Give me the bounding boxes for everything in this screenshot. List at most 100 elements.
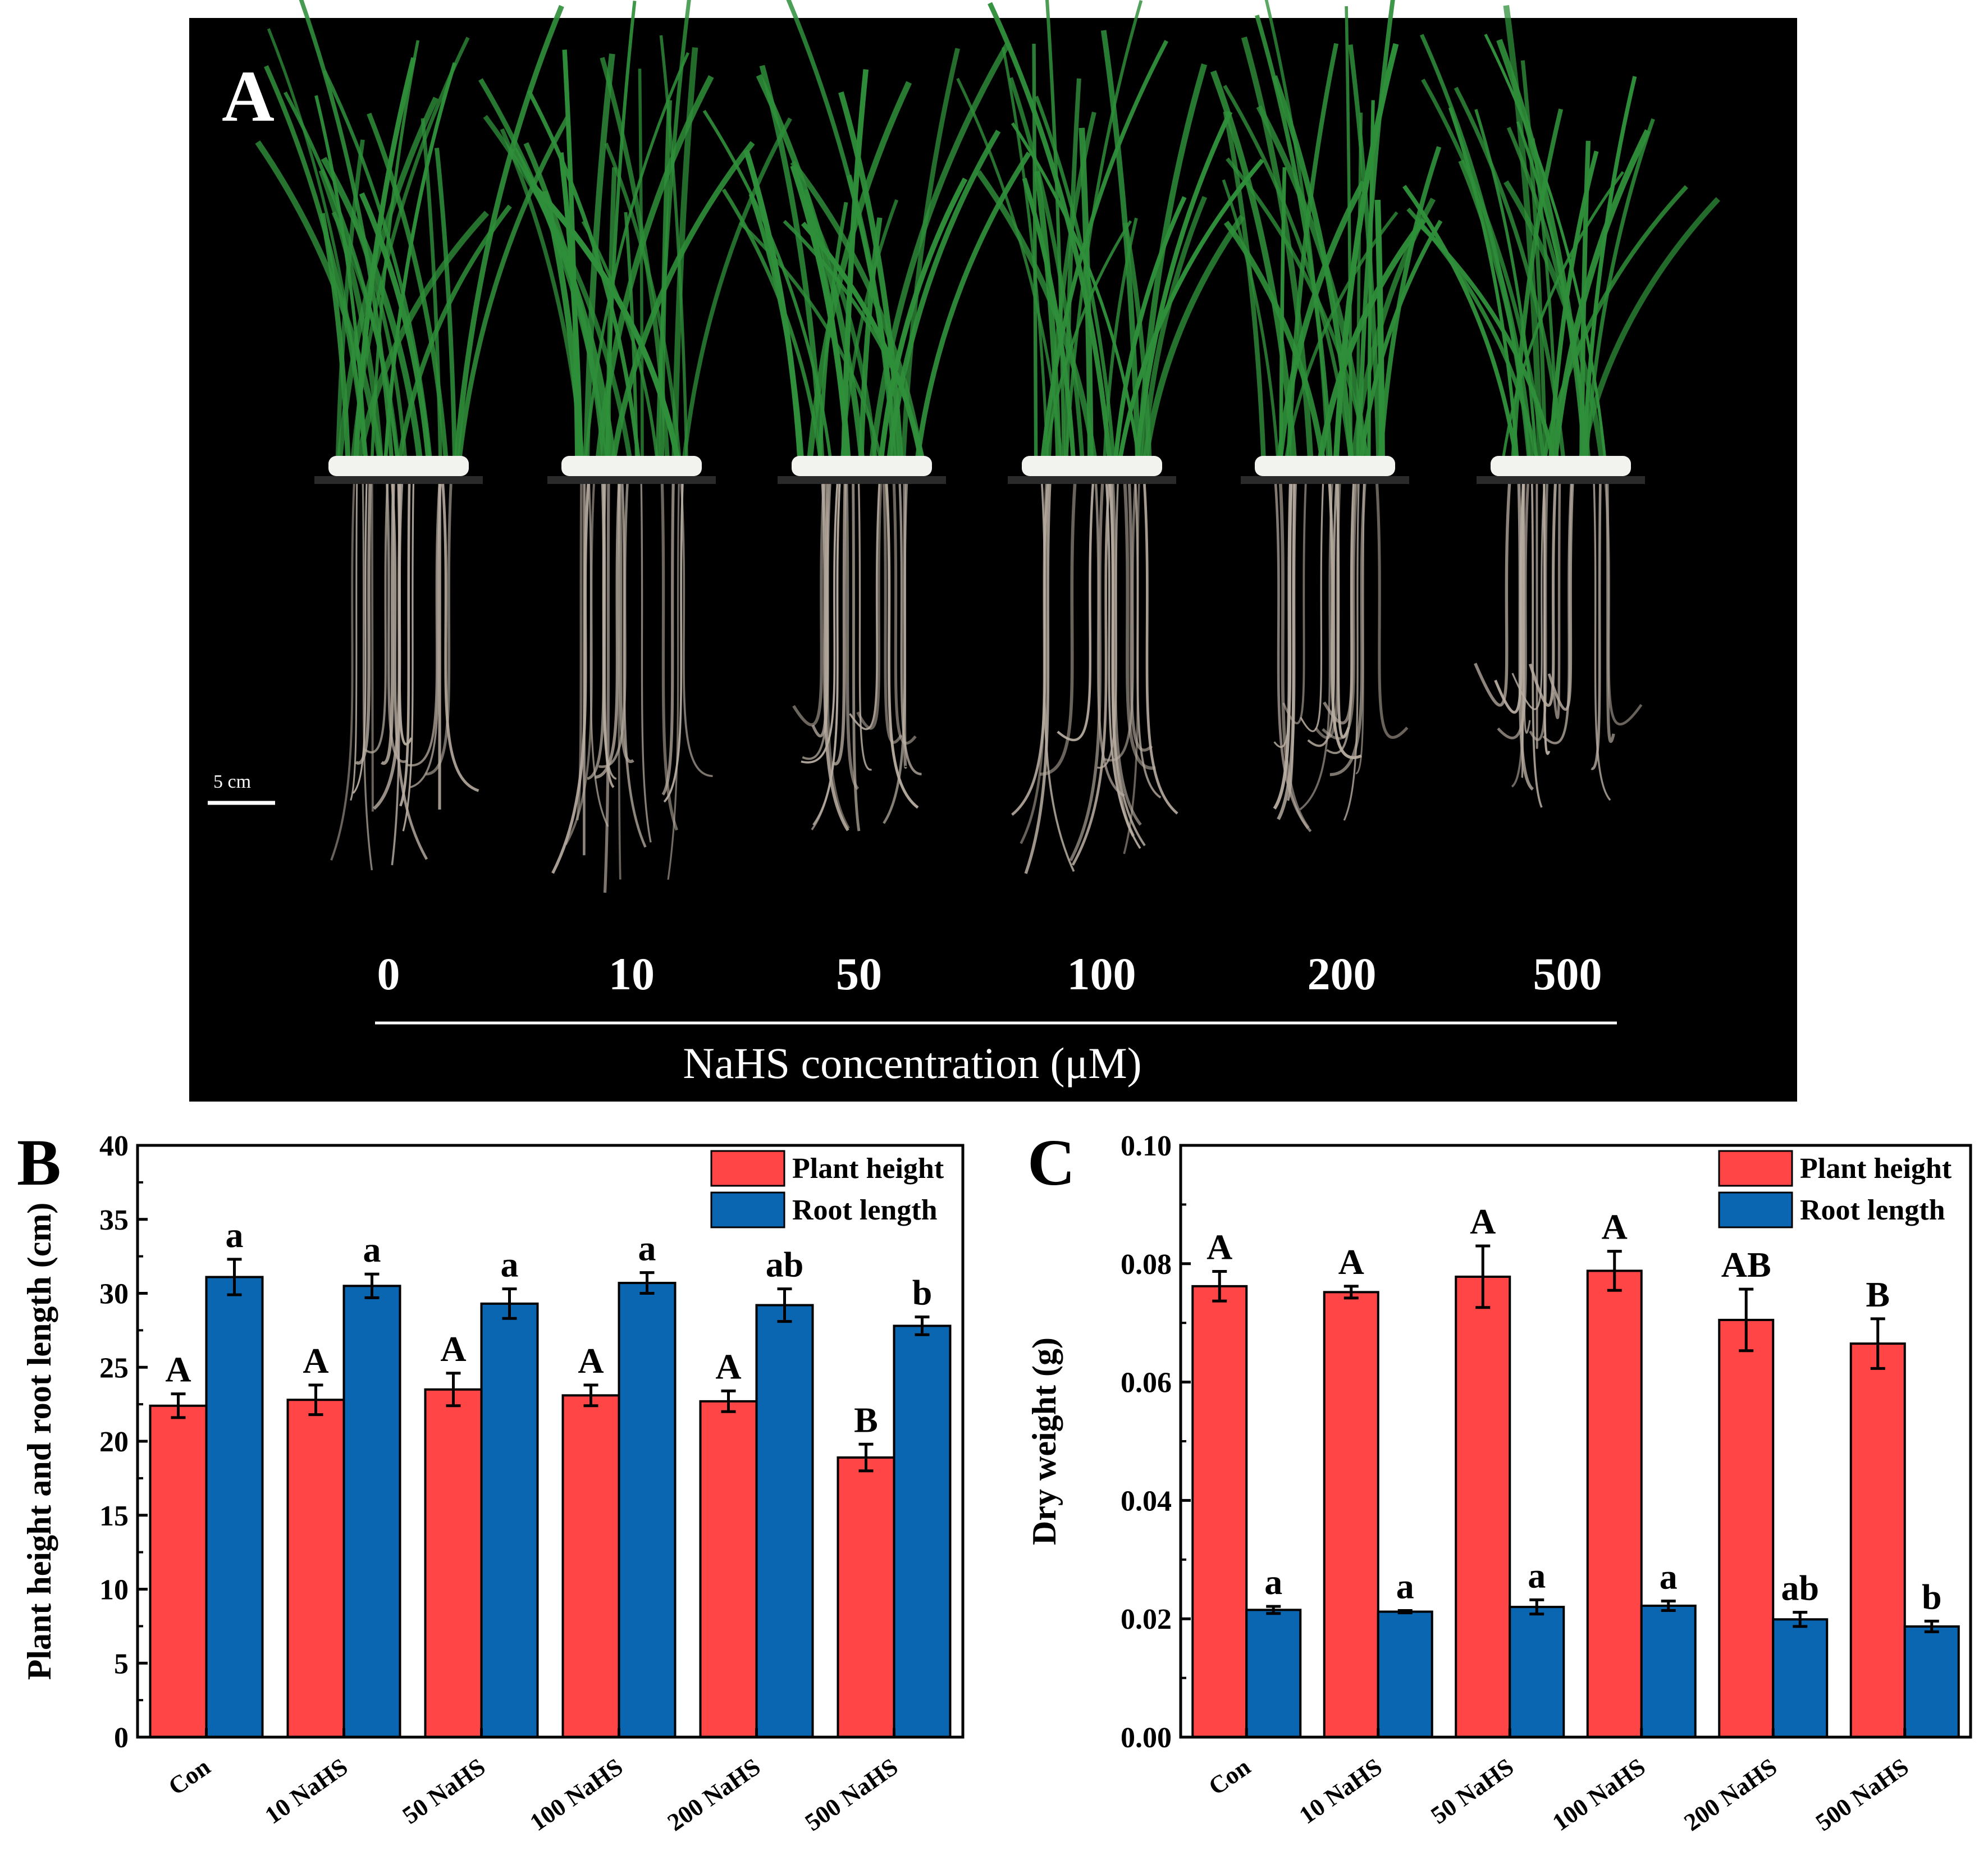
bar-plant-height [1191, 1285, 1248, 1739]
leaf [702, 109, 833, 461]
legend-label: Plant height [792, 1153, 944, 1185]
leaf [1223, 111, 1266, 461]
root [1511, 483, 1546, 710]
bar-plant-height [286, 1399, 345, 1738]
foam-float [328, 456, 469, 476]
bar-root-length [1377, 1610, 1433, 1738]
leaf [1103, 217, 1138, 461]
root [1103, 483, 1137, 762]
root [1593, 483, 1611, 801]
leaf [336, 97, 439, 461]
root [399, 483, 411, 807]
significance-letter: ab [766, 1245, 804, 1285]
root [402, 483, 414, 832]
root [391, 483, 428, 860]
bar-root-length [342, 1285, 401, 1738]
leaf [483, 115, 633, 461]
root [391, 483, 401, 866]
significance-letter: b [912, 1273, 933, 1313]
bar-root-length [618, 1282, 677, 1738]
chart-b: B A A A A A Ba a a a ab b 0 5 10 15 20 25 30 35 40 Con 10 NaH… [17, 1126, 965, 1837]
root [602, 483, 615, 788]
leaf [1584, 118, 1655, 461]
significance-letter: a [1528, 1555, 1546, 1595]
root [551, 483, 590, 874]
leaf [1045, 0, 1066, 461]
significance-letter: B [1866, 1274, 1890, 1314]
leaf [1448, 107, 1519, 461]
seedling-group-2 [702, 0, 1031, 832]
float-base [778, 476, 946, 484]
root [811, 483, 830, 738]
leaf [454, 4, 564, 461]
leaf [478, 78, 611, 461]
root [832, 483, 847, 766]
leaf [1276, 180, 1367, 461]
leaf [1255, 15, 1333, 461]
root [792, 483, 826, 727]
root [1011, 483, 1049, 816]
leaf [267, 28, 367, 461]
root [1605, 483, 1643, 726]
root [601, 483, 617, 780]
leaf [1034, 171, 1062, 461]
significance-letter: a [1660, 1557, 1678, 1597]
root [1300, 483, 1324, 732]
root [844, 483, 860, 791]
root [352, 483, 368, 794]
seedling-group-0 [255, 0, 570, 871]
root [1497, 483, 1530, 739]
legend-swatch [1718, 1191, 1793, 1228]
y-tick-label: 5 [114, 1648, 129, 1680]
leaf [1113, 196, 1187, 461]
root [1307, 483, 1338, 747]
foam-float [1022, 456, 1162, 476]
leaf [355, 211, 490, 461]
leaf [756, 74, 865, 461]
panel-b-letter: B [17, 1126, 61, 1199]
legend-label: Plant height [1800, 1153, 1952, 1185]
root [575, 483, 583, 821]
leaf [1520, 60, 1547, 461]
legend-swatch [710, 1150, 785, 1187]
chart-c: C A A A A AB Ba a a a ab b 0.00 0.02 0.04 0.06 0.08 0.10… [1026, 1126, 1972, 1837]
root [1109, 483, 1135, 837]
root [660, 483, 678, 831]
concentration-label: 10 [609, 948, 655, 999]
root [1273, 483, 1292, 810]
bar-plant-height [1323, 1291, 1379, 1739]
leaf [1551, 129, 1651, 461]
x-tick-label: 100 NaHS [1547, 1753, 1650, 1837]
seedlings-group [255, 0, 1720, 893]
scale-bar-label: 5 cm [213, 771, 251, 792]
leaf [1241, 36, 1314, 461]
root [1529, 483, 1548, 741]
legend-label: Root length [1800, 1194, 1945, 1226]
leaf [1345, 6, 1352, 461]
leaf [1284, 211, 1399, 461]
root [603, 483, 610, 893]
leaf [1002, 47, 1049, 461]
root [355, 483, 372, 765]
bar-root-length [1640, 1605, 1697, 1738]
root [1521, 483, 1524, 778]
leaf [1142, 214, 1245, 461]
leaf [335, 139, 365, 461]
y-tick-label: 40 [99, 1130, 129, 1162]
leaf [1134, 111, 1233, 461]
root [362, 483, 373, 871]
leaf [456, 116, 570, 461]
significance-letter: A [578, 1341, 604, 1381]
root [1071, 483, 1110, 866]
root [363, 483, 389, 753]
root [812, 483, 841, 826]
leaf [581, 221, 659, 461]
root [821, 483, 849, 832]
root [595, 483, 621, 779]
seedling-group-1 [478, 0, 792, 893]
leaf [255, 140, 383, 461]
significance-letter: A [1470, 1202, 1496, 1241]
root [1299, 483, 1333, 811]
root [380, 483, 395, 765]
